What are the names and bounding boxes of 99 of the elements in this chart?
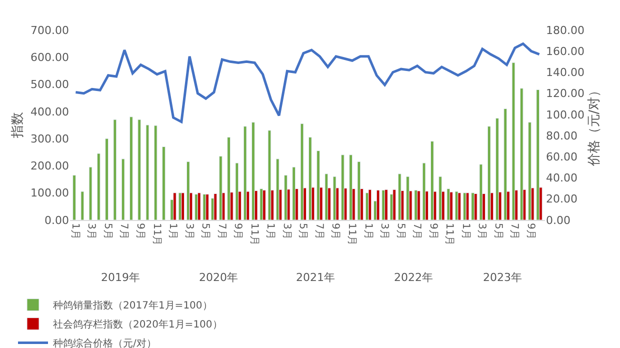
bar [450, 192, 453, 220]
x-tick-label: 9月 [427, 223, 438, 240]
x-tick-label: 7月 [118, 223, 130, 240]
x-tick-label: 11月 [150, 223, 162, 246]
bar [276, 158, 280, 220]
x-tick-label: 1月 [362, 223, 374, 240]
bar [252, 122, 255, 220]
y-tick-label: 100.00 [30, 186, 69, 200]
y2-tick-label: 60.00 [546, 150, 578, 164]
bar [80, 191, 84, 220]
y2-axis-title: 价格（元/对） [587, 84, 602, 168]
x-tick-label: 11月 [444, 223, 455, 246]
x-tick-label: 5月 [200, 223, 211, 240]
x-tick-label: 5月 [394, 223, 406, 240]
x-tick-label: 3月 [378, 223, 390, 240]
bar [154, 125, 158, 220]
x-tick-label: 3月 [183, 223, 194, 240]
x-tick-label: 7月 [508, 223, 520, 240]
y2-tick-label: 140.00 [546, 66, 584, 80]
bar [214, 193, 218, 220]
y-tick-label: 300.00 [30, 132, 69, 146]
x-tick-label: 1月 [264, 223, 276, 240]
x-tick-label: 1月 [167, 223, 178, 240]
y2-tick-label: 180.00 [546, 24, 584, 37]
x-tick-label: 1月 [460, 223, 471, 240]
y2-tick-label: 0.00 [546, 214, 570, 227]
bar [72, 174, 76, 220]
bar [284, 174, 288, 220]
bar [430, 141, 434, 220]
x-tick-label: 5月 [492, 223, 504, 240]
bar [113, 119, 117, 220]
text: 2019年 [101, 271, 140, 284]
bar [186, 161, 190, 220]
x-tick-label: 11月 [248, 223, 260, 246]
y-tick-label: 500.00 [30, 78, 69, 92]
bar [392, 189, 396, 220]
bar [458, 192, 462, 220]
text: 2020年 [199, 271, 238, 284]
bar [194, 194, 198, 220]
bar [487, 126, 491, 220]
bar [528, 122, 532, 220]
y-axis-title: 指数 [10, 112, 26, 139]
bar [138, 119, 142, 220]
x-tick-label: 5月 [297, 223, 308, 240]
x-tick-label: 7月 [313, 223, 324, 240]
bar [219, 156, 222, 220]
bar [417, 190, 420, 220]
bar [206, 194, 209, 220]
bar [341, 154, 344, 220]
x-tick-label: 9月 [330, 223, 341, 240]
bar [121, 158, 125, 220]
legend-label: 社会鸽存栏指数（2020年1月=100） [53, 318, 222, 331]
y2-tick-label: 20.00 [546, 192, 578, 206]
line-series [74, 42, 541, 124]
bar [146, 124, 150, 220]
y2-tick-label: 160.00 [546, 44, 584, 58]
x-tick-label: 9月 [134, 223, 146, 240]
x-tick-label: 3月 [476, 223, 488, 240]
bar [406, 176, 410, 220]
bar [422, 162, 426, 220]
x-tick-label: 11月 [346, 223, 357, 246]
bar [243, 126, 247, 220]
y-tick-label: 200.00 [30, 160, 69, 173]
y-tick-label: 600.00 [30, 50, 69, 64]
text: 2023年 [483, 271, 522, 284]
bar [173, 192, 176, 220]
text: 2022年 [394, 271, 433, 284]
bar [97, 153, 100, 220]
legend-label: 种鸽综合价格（元/对） [53, 338, 156, 348]
y2-tick-label: 40.00 [546, 172, 578, 185]
y-tick-label: 0.00 [44, 214, 69, 227]
bar [496, 118, 499, 220]
y-tick-label: 400.00 [30, 105, 69, 118]
bar [520, 88, 524, 220]
x-tick-label: 3月 [280, 223, 292, 240]
bar [308, 136, 312, 220]
legend-label: 种鸽销量指数（2017年1月=100） [53, 300, 212, 312]
x-tick-label: 7月 [411, 223, 422, 240]
x-tick-label: 3月 [86, 223, 97, 240]
bar [368, 189, 372, 220]
text: 2021年 [296, 271, 335, 284]
y2-tick-label: 120.00 [546, 87, 584, 100]
bar [130, 116, 133, 220]
bar [88, 166, 92, 220]
x-tick-label: 5月 [102, 223, 113, 240]
x-tick-label: 1月 [69, 223, 80, 240]
bar [181, 192, 185, 220]
y2-tick-label: 80.00 [546, 129, 578, 142]
bar [300, 123, 304, 220]
bar [162, 146, 166, 220]
y-tick-label: 700.00 [30, 24, 69, 37]
bar [316, 150, 320, 220]
bar [105, 138, 108, 220]
x-tick-label: 7月 [216, 223, 227, 240]
x-tick-label: 9月 [232, 223, 244, 240]
bar [463, 192, 466, 220]
bar [438, 176, 442, 220]
y2-tick-label: 100.00 [546, 108, 584, 122]
x-tick-label: 9月 [524, 223, 536, 240]
